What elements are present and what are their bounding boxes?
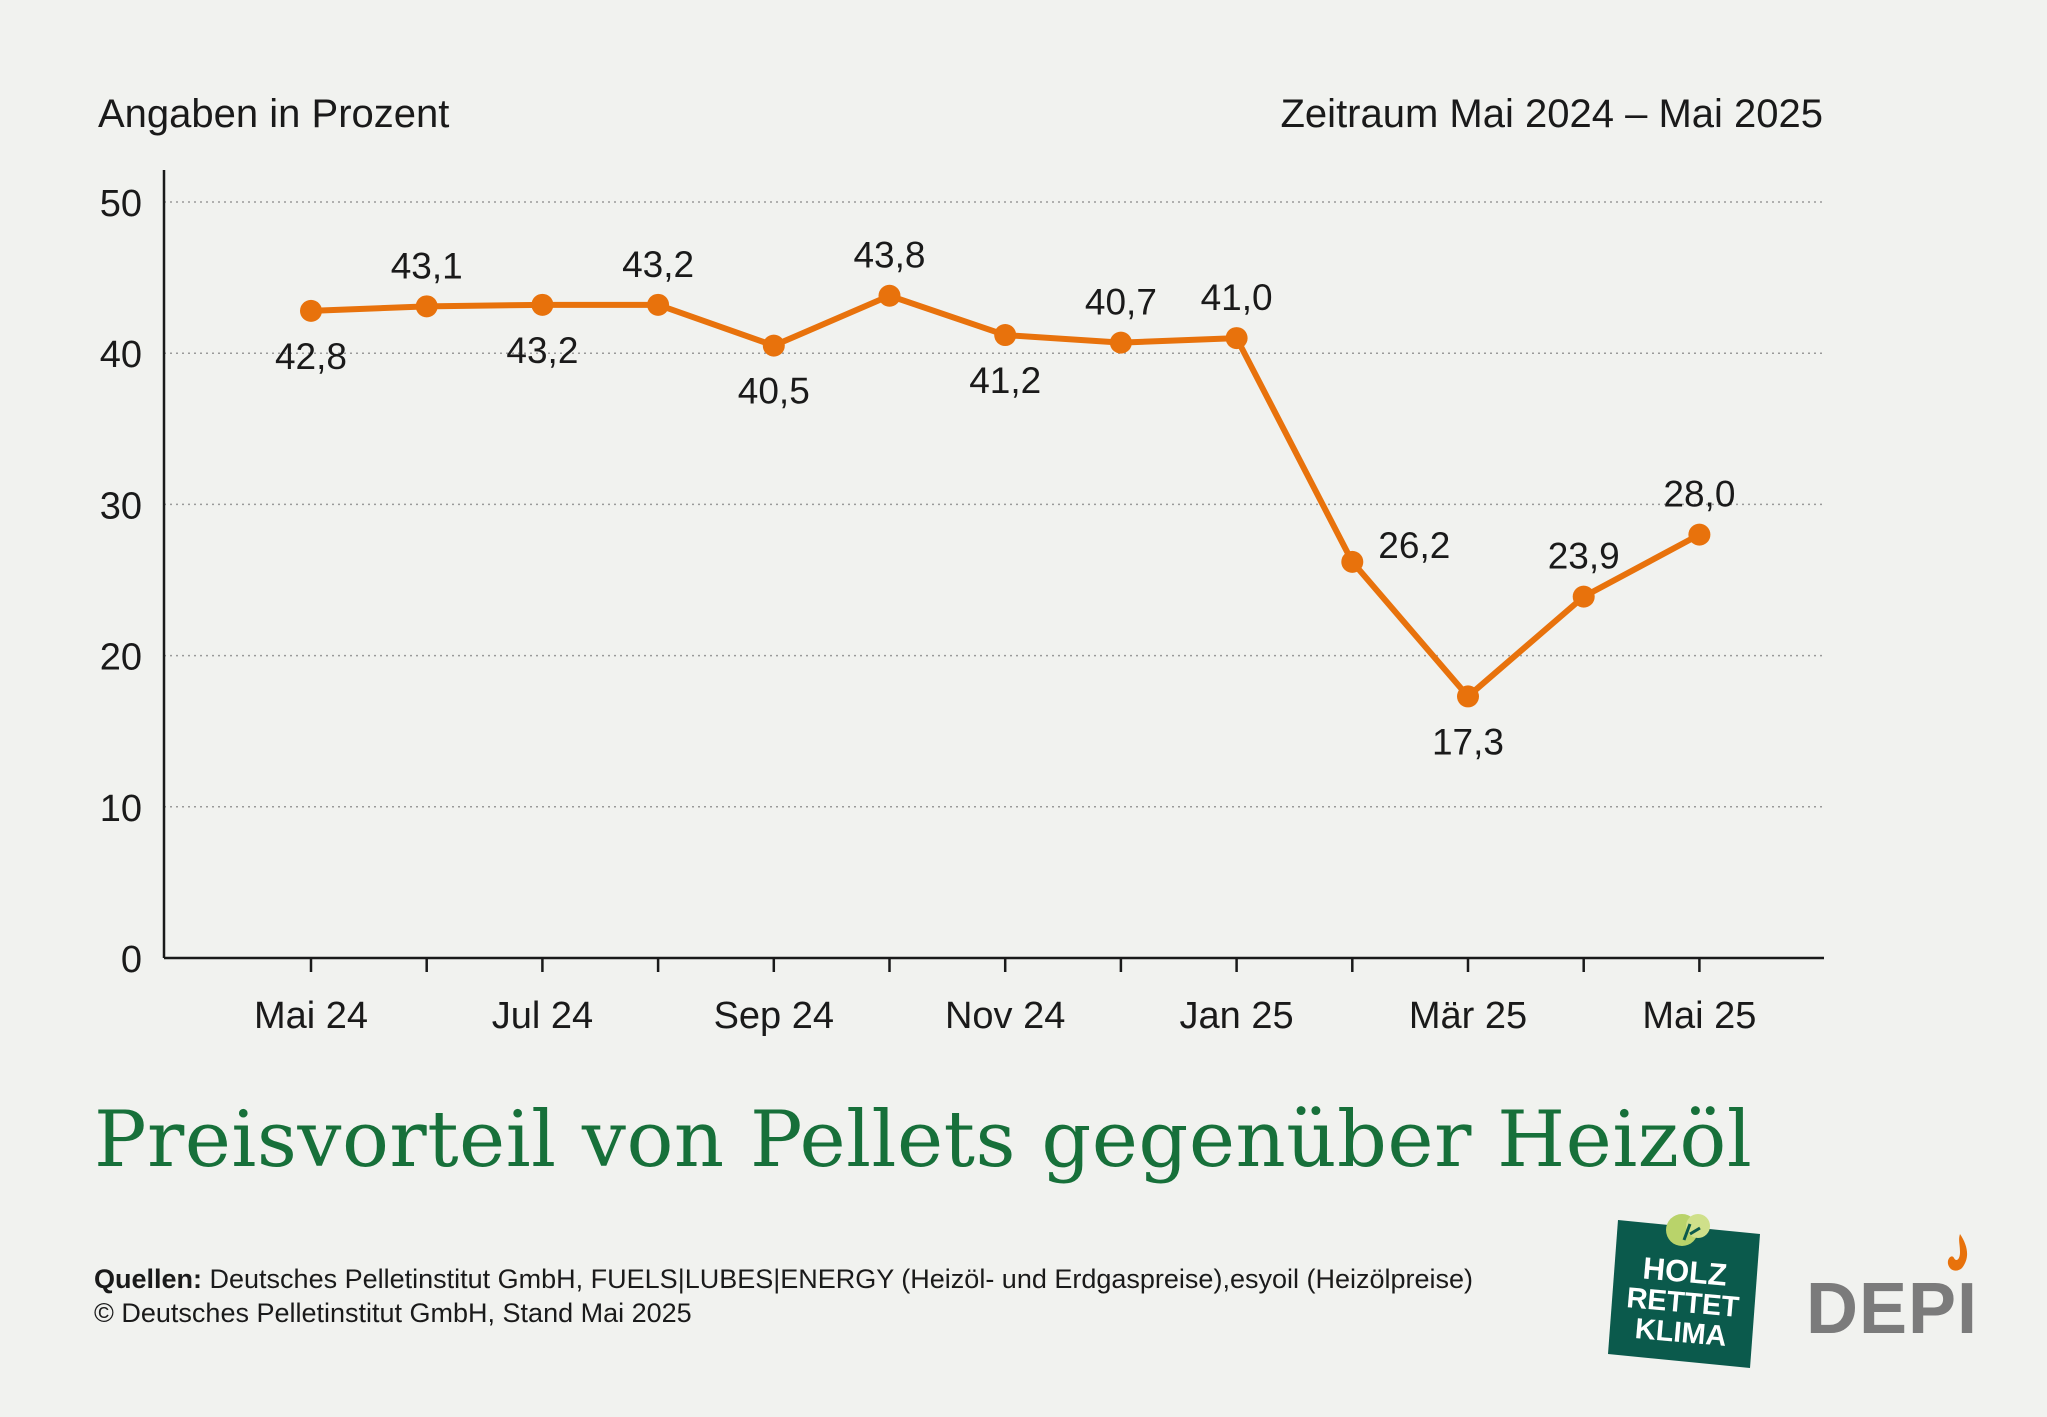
data-label: 41,0 (1201, 277, 1273, 318)
data-label: 26,2 (1378, 525, 1450, 566)
x-tick-label: Mär 25 (1409, 995, 1527, 1037)
period-label: Zeitraum Mai 2024 – Mai 2025 (1280, 92, 1824, 136)
data-point (531, 293, 554, 316)
data-label: 43,1 (391, 245, 463, 286)
data-point (415, 295, 438, 318)
data-point (1109, 331, 1132, 354)
y-tick-label: 10 (100, 788, 142, 830)
leaf-icon (1666, 1214, 1710, 1246)
chart-title: Preisvorteil von Pellets gegenüber Heizö… (94, 1095, 1753, 1185)
depi-logo-text: DEPI (1806, 1269, 1979, 1349)
x-tick-label: Mai 24 (254, 995, 368, 1037)
line-chart: 0 10 20 30 40 50 Mai 24 Jul 24 Sep 24 Nov 24 Jan 2… (100, 170, 1824, 1037)
sources-line: Quellen: Deutsches Pelletinstitut GmbH, … (94, 1262, 1473, 1296)
data-point (1225, 327, 1248, 350)
holz-logo-line-3: KLIMA (1634, 1313, 1728, 1353)
flame-icon (1947, 1234, 1968, 1271)
holz-logo-line-1: HOLZ (1641, 1250, 1728, 1292)
data-point (1688, 523, 1711, 546)
holz-rettet-klima-logo: HOLZ RETTET KLIMA (1608, 1214, 1760, 1368)
copyright-line: © Deutsches Pelletinstitut GmbH, Stand M… (94, 1298, 692, 1328)
data-point (878, 284, 901, 307)
holz-logo-badge (1608, 1220, 1760, 1368)
x-tick-label: Jan 25 (1180, 995, 1294, 1037)
data-label: 23,9 (1548, 536, 1620, 577)
data-point (1341, 550, 1364, 573)
data-point (1572, 585, 1595, 608)
sources-block: Quellen: Deutsches Pelletinstitut GmbH, … (94, 1262, 1473, 1330)
y-tick-label: 30 (100, 485, 142, 527)
data-label: 42,8 (275, 336, 347, 377)
y-tick-label: 50 (100, 183, 142, 225)
x-tick-label: Nov 24 (945, 995, 1065, 1037)
data-point (1457, 685, 1479, 708)
data-point (762, 334, 785, 357)
data-point (994, 324, 1017, 347)
data-point (300, 299, 322, 322)
sources-label: Quellen: (94, 1264, 203, 1294)
data-label: 43,2 (622, 244, 694, 285)
data-label: 40,5 (738, 371, 810, 412)
depi-logo: DEPI (1806, 1232, 1977, 1349)
x-tick-label: Sep 24 (714, 995, 834, 1037)
y-tick-label: 0 (121, 939, 142, 981)
sources-text: Deutsches Pelletinstitut GmbH, FUELS|LUB… (202, 1264, 1474, 1294)
data-label: 40,7 (1085, 282, 1157, 323)
data-label: 41,2 (969, 360, 1041, 401)
data-point (647, 293, 670, 316)
y-tick-label: 40 (100, 334, 142, 376)
data-label: 43,8 (853, 235, 925, 276)
data-label: 43,2 (506, 330, 578, 371)
x-tick-label: Jul 24 (492, 995, 593, 1037)
x-tick-label: Mai 25 (1642, 995, 1756, 1037)
y-tick-label: 20 (100, 637, 142, 679)
data-label: 17,3 (1432, 721, 1504, 762)
data-label: 28,0 (1663, 474, 1735, 515)
unit-label: Angaben in Prozent (98, 92, 450, 136)
